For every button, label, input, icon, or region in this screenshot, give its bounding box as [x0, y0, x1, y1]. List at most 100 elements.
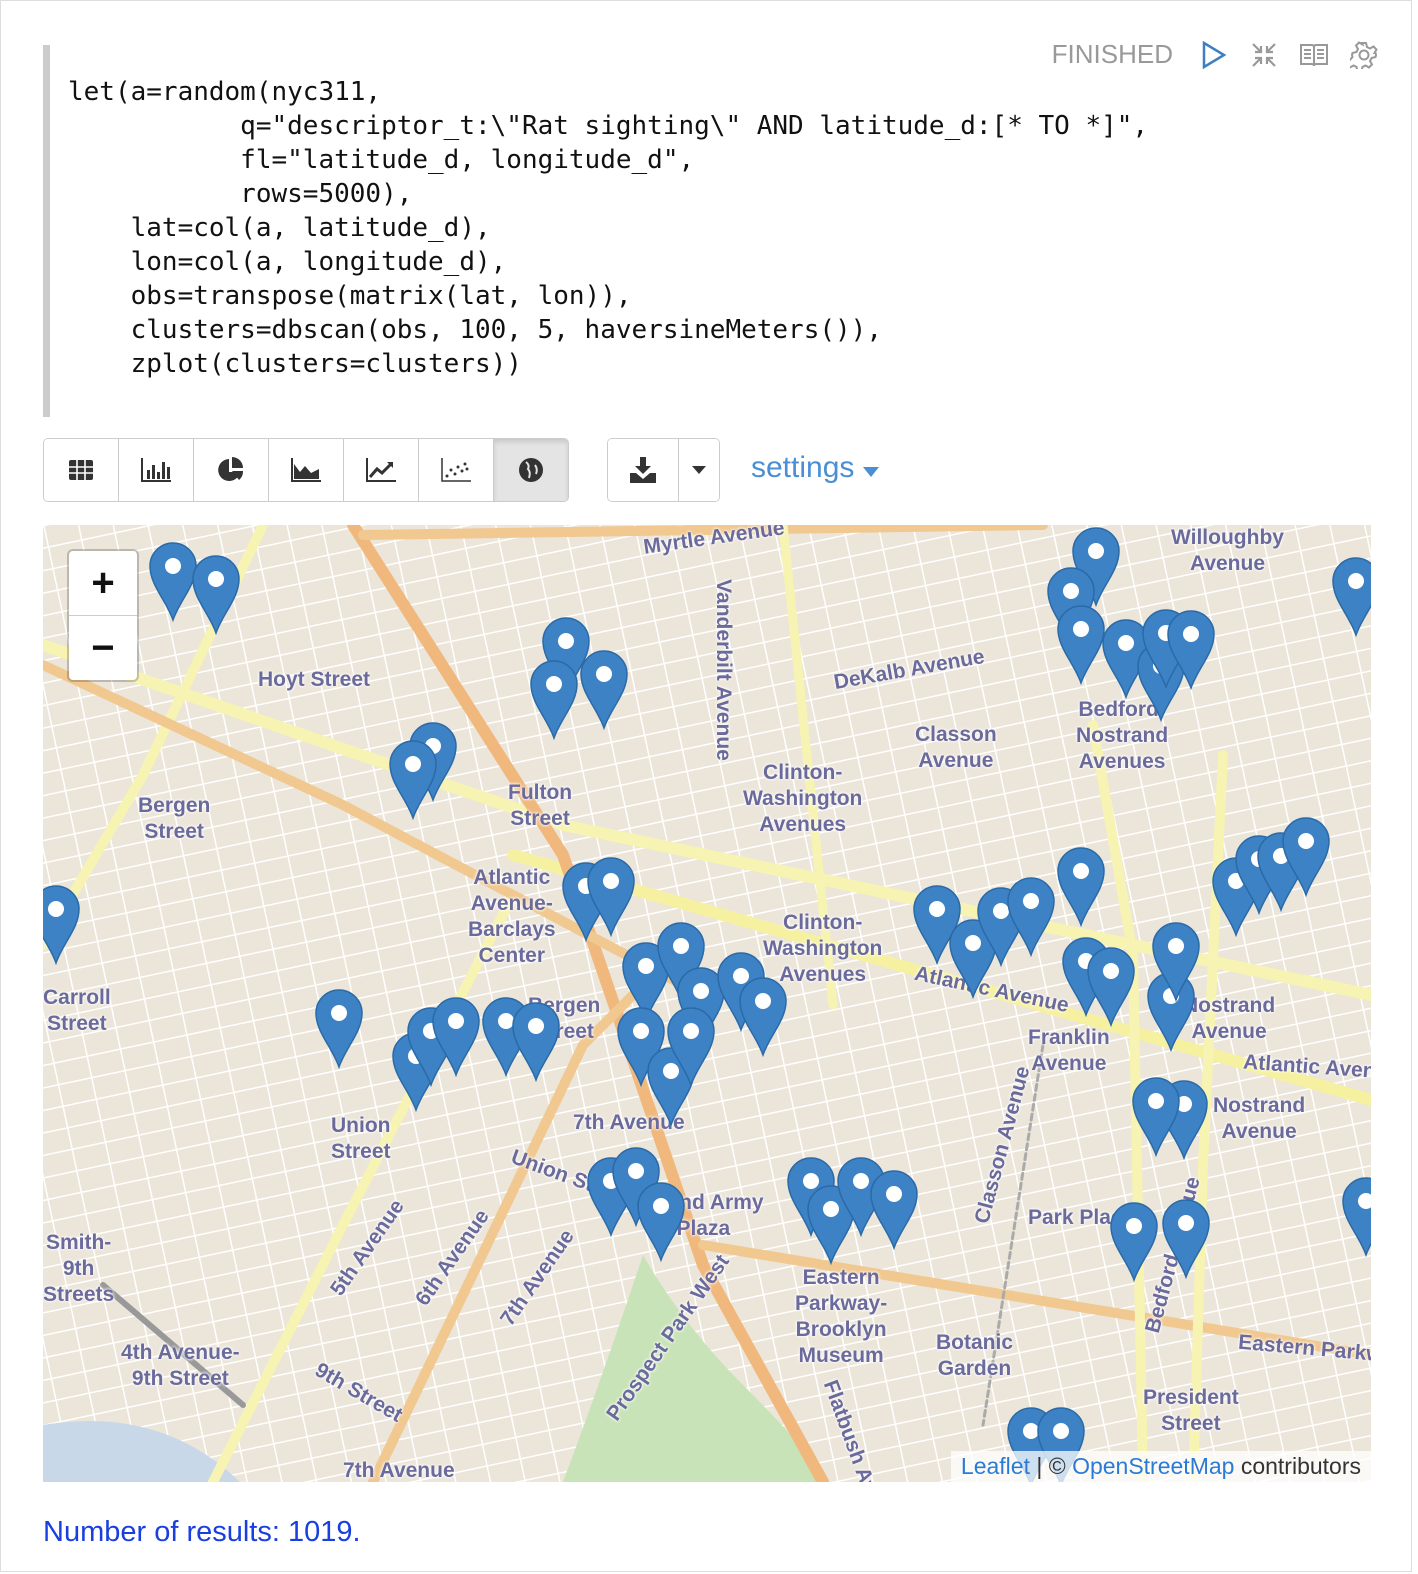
- map-marker[interactable]: [431, 995, 481, 1077]
- paragraph-controls: FINISHED: [1052, 39, 1379, 70]
- scatter-chart-icon: [441, 458, 471, 482]
- street-label: Botanic Garden: [936, 1331, 1014, 1380]
- gear-icon[interactable]: [1349, 40, 1379, 70]
- map-marker[interactable]: [586, 855, 636, 937]
- map-view-button[interactable]: [494, 439, 568, 501]
- globe-icon: [519, 458, 543, 482]
- collapse-icon[interactable]: [1249, 40, 1279, 70]
- download-button[interactable]: [608, 439, 679, 501]
- settings-label: settings: [751, 451, 855, 484]
- street-label: Franklin Avenue: [1028, 1026, 1110, 1075]
- street-label: Smith- 9th Streets: [43, 1231, 115, 1306]
- map-marker[interactable]: [511, 1000, 561, 1082]
- settings-dropdown[interactable]: settings: [751, 451, 879, 485]
- map-marker[interactable]: [806, 1183, 856, 1265]
- street-label: Nostrand Avenue: [1183, 994, 1276, 1043]
- map-view[interactable]: Myrtle Avenue Vanderbilt Avenue DeKalb Ave…: [43, 525, 1371, 1482]
- street-label: 4th Avenue- 9th Street: [121, 1341, 240, 1390]
- street-label: Clinton- Washington Avenues: [743, 761, 863, 836]
- street-label: President Street: [1143, 1386, 1239, 1435]
- map-marker[interactable]: [656, 920, 706, 1002]
- line-chart-view-button[interactable]: [344, 439, 419, 501]
- area-chart-icon: [291, 458, 321, 482]
- map-marker[interactable]: [1131, 1075, 1181, 1157]
- download-group: [607, 438, 720, 502]
- map-marker[interactable]: [1281, 815, 1331, 897]
- table-icon: [69, 460, 93, 480]
- area-chart-view-button[interactable]: [269, 439, 344, 501]
- map-marker[interactable]: [1036, 1405, 1086, 1482]
- code-line: clusters=dbscan(obs, 100, 5, haversineMe…: [68, 315, 882, 345]
- map-marker[interactable]: [1331, 555, 1371, 637]
- street-label: Union Street: [331, 1114, 391, 1163]
- map-marker[interactable]: [43, 883, 81, 965]
- map-marker[interactable]: [1071, 525, 1121, 607]
- map-marker[interactable]: [1056, 845, 1106, 927]
- map-marker[interactable]: [1166, 608, 1216, 690]
- bar-chart-view-button[interactable]: [119, 439, 194, 501]
- map-marker[interactable]: [616, 1005, 666, 1087]
- map-marker[interactable]: [1086, 945, 1136, 1027]
- map-marker[interactable]: [1341, 1175, 1371, 1257]
- street-label: Fulton Street: [508, 781, 573, 830]
- leaflet-link[interactable]: Leaflet: [960, 1453, 1030, 1479]
- map-marker[interactable]: [1046, 565, 1096, 647]
- map-marker[interactable]: [1109, 1200, 1159, 1282]
- map-marker[interactable]: [1056, 603, 1106, 685]
- street-label: Carroll Street: [43, 986, 111, 1035]
- osm-link[interactable]: OpenStreetMap: [1072, 1453, 1235, 1479]
- code-line: q="descriptor_t:\"Rat sighting\" AND lat…: [68, 111, 1149, 141]
- code-line: zplot(clusters=clusters)): [68, 349, 522, 379]
- pie-chart-view-button[interactable]: [194, 439, 269, 501]
- download-icon: [630, 457, 656, 483]
- play-icon[interactable]: [1199, 40, 1229, 70]
- result-count: Number of results: 1019.: [43, 1516, 361, 1548]
- map-marker[interactable]: [621, 940, 671, 1022]
- street-label: Vanderbilt Avenue: [711, 579, 735, 761]
- code-line: let(a=random(nyc311,: [68, 77, 382, 107]
- street-label: 7th Avenue: [573, 1111, 685, 1134]
- map-marker[interactable]: [912, 883, 962, 965]
- line-chart-icon: [366, 458, 396, 482]
- street-label: Nostrand Avenue: [1213, 1094, 1306, 1143]
- map-marker[interactable]: [948, 917, 998, 999]
- map-marker[interactable]: [314, 987, 364, 1069]
- map-marker[interactable]: [191, 553, 241, 635]
- zoom-in-button[interactable]: +: [69, 551, 137, 616]
- caret-down-icon: [862, 467, 879, 477]
- map-attribution: Leaflet | © OpenStreetMap contributors: [950, 1451, 1371, 1482]
- code-line: rows=5000),: [68, 179, 413, 209]
- map-marker[interactable]: [529, 658, 579, 740]
- zoom-out-button[interactable]: −: [91, 625, 115, 670]
- pie-chart-icon: [218, 457, 244, 481]
- street-label: Hoyt Street: [258, 668, 371, 691]
- attribution-suffix: contributors: [1234, 1453, 1361, 1479]
- map-marker[interactable]: [1006, 875, 1056, 957]
- download-dropdown-button[interactable]: [679, 439, 719, 501]
- status-label: FINISHED: [1051, 39, 1173, 69]
- map-marker[interactable]: [388, 738, 438, 820]
- map-marker[interactable]: [1151, 920, 1201, 1002]
- map-marker[interactable]: [666, 1005, 716, 1087]
- map-marker[interactable]: [869, 1168, 919, 1250]
- street-label: Eastern Parkway- Brooklyn Museum: [795, 1266, 888, 1367]
- code-editor[interactable]: let(a=random(nyc311, q="descriptor_t:\"R…: [43, 45, 1380, 417]
- street-label: Bedford- Nostrand Avenues: [1076, 698, 1169, 773]
- map-marker[interactable]: [738, 975, 788, 1057]
- street-label: 7th Avenue: [343, 1459, 455, 1482]
- map-marker[interactable]: [636, 1180, 686, 1262]
- visualization-switcher: [43, 438, 569, 502]
- map-marker[interactable]: [1161, 1197, 1211, 1279]
- code-text[interactable]: let(a=random(nyc311, q="descriptor_t:\"R…: [68, 75, 1148, 381]
- book-icon[interactable]: [1299, 40, 1329, 70]
- code-line: lon=col(a, longitude_d),: [68, 247, 507, 277]
- map-marker[interactable]: [579, 648, 629, 730]
- code-line: lat=col(a, latitude_d),: [68, 213, 491, 243]
- map-marker[interactable]: [676, 965, 726, 1047]
- map-marker[interactable]: [541, 615, 591, 697]
- code-line: fl="latitude_d, longitude_d",: [68, 145, 695, 175]
- table-view-button[interactable]: [44, 439, 119, 501]
- code-line: obs=transpose(matrix(lat, lon)),: [68, 281, 632, 311]
- scatter-chart-view-button[interactable]: [419, 439, 494, 501]
